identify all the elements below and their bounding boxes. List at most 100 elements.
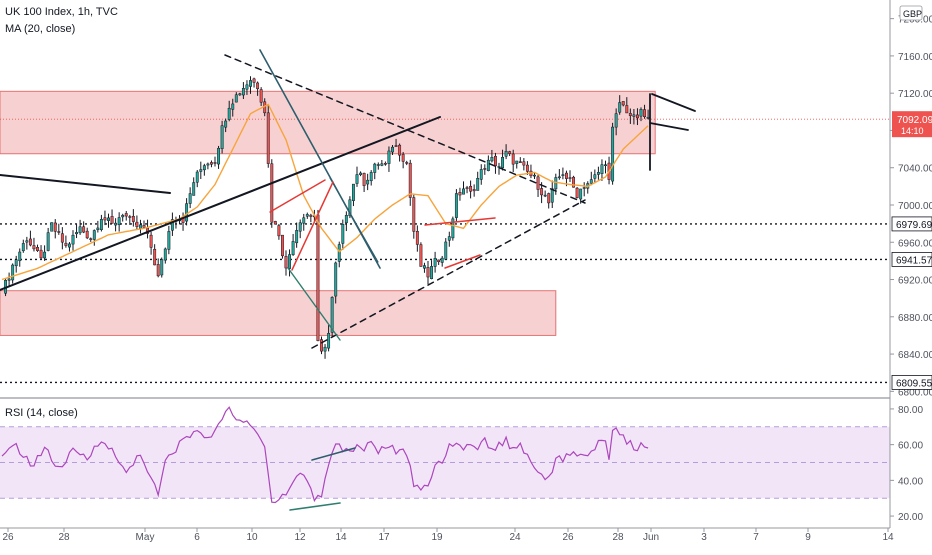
candle[interactable] [142, 220, 146, 229]
candle[interactable] [149, 231, 153, 255]
candle[interactable] [128, 214, 132, 225]
trend-line-long-black[interactable] [0, 174, 171, 194]
candle[interactable] [170, 212, 174, 236]
candle[interactable] [465, 185, 469, 194]
candle[interactable] [596, 166, 600, 180]
candle[interactable] [117, 212, 121, 232]
red-line-mid[interactable] [424, 217, 496, 226]
candle[interactable] [451, 216, 455, 241]
candle[interactable] [369, 170, 373, 186]
candle[interactable] [213, 156, 217, 167]
candle[interactable] [259, 87, 263, 106]
candle[interactable] [575, 186, 579, 199]
candle[interactable] [75, 224, 78, 239]
candle[interactable] [618, 95, 622, 115]
candle[interactable] [131, 209, 135, 227]
candle[interactable] [295, 222, 299, 248]
candle[interactable] [483, 164, 487, 175]
candle[interactable] [568, 170, 572, 182]
candle[interactable] [419, 242, 423, 267]
candle[interactable] [486, 155, 490, 172]
candle[interactable] [426, 261, 430, 285]
candle[interactable] [305, 212, 309, 219]
candle[interactable] [557, 169, 561, 180]
candle[interactable] [316, 210, 320, 342]
candle[interactable] [227, 100, 231, 122]
candle[interactable] [341, 219, 345, 250]
candle[interactable] [121, 213, 125, 222]
candle[interactable] [298, 219, 302, 239]
candle[interactable] [518, 157, 522, 163]
candle[interactable] [373, 162, 377, 180]
red-line-low[interactable] [444, 254, 481, 269]
candle[interactable] [195, 169, 199, 188]
dashed-line-top[interactable] [224, 54, 586, 204]
candle[interactable] [614, 108, 618, 136]
candle[interactable] [504, 144, 508, 160]
candle[interactable] [412, 194, 416, 239]
candle[interactable] [110, 209, 114, 224]
candle[interactable] [327, 324, 331, 352]
currency-badge[interactable]: GBP [899, 5, 923, 21]
candle[interactable] [621, 101, 625, 107]
candle[interactable] [490, 149, 494, 163]
candle[interactable] [7, 272, 11, 286]
candle[interactable] [11, 263, 15, 284]
candle[interactable] [245, 80, 249, 95]
candle[interactable] [256, 81, 260, 96]
flag-top[interactable] [651, 93, 696, 112]
candle[interactable] [270, 159, 274, 228]
candle[interactable] [479, 164, 483, 185]
candle[interactable] [604, 160, 607, 174]
candle[interactable] [362, 172, 366, 192]
candle[interactable] [458, 187, 462, 201]
candle[interactable] [462, 181, 465, 195]
candle[interactable] [206, 162, 210, 170]
candle[interactable] [284, 250, 288, 276]
symbol-title[interactable]: UK 100 Index, 1h, TVC [5, 6, 118, 18]
candle[interactable] [643, 104, 646, 119]
dashed-line-bottom[interactable] [311, 199, 586, 349]
candle[interactable] [472, 184, 476, 197]
candle[interactable] [355, 166, 359, 187]
candle[interactable] [192, 177, 196, 196]
candle[interactable] [501, 149, 505, 171]
candle[interactable] [415, 225, 419, 252]
candle[interactable] [89, 237, 93, 242]
candle[interactable] [202, 163, 206, 176]
candle[interactable] [135, 215, 139, 230]
candle[interactable] [96, 220, 100, 233]
candle[interactable] [423, 262, 426, 273]
level-price-label[interactable]: 6809.55 [891, 375, 932, 390]
candle[interactable] [302, 213, 306, 231]
candle[interactable] [547, 192, 551, 209]
candle[interactable] [82, 221, 86, 234]
candle[interactable] [589, 171, 593, 186]
candle[interactable] [281, 234, 284, 259]
candle[interactable] [231, 98, 235, 117]
candle[interactable] [405, 160, 409, 166]
candle[interactable] [46, 227, 50, 252]
candle[interactable] [39, 245, 43, 260]
candle[interactable] [124, 211, 128, 221]
candle[interactable] [71, 230, 75, 251]
candle[interactable] [53, 219, 57, 239]
ma-legend[interactable]: MA (20, close) [5, 23, 76, 35]
candle[interactable] [497, 162, 501, 175]
candle[interactable] [217, 145, 221, 169]
candle[interactable] [522, 158, 526, 171]
candle[interactable] [234, 92, 238, 103]
candle[interactable] [625, 97, 629, 114]
candle[interactable] [572, 175, 575, 188]
candle[interactable] [582, 182, 586, 197]
candle[interactable] [266, 104, 270, 168]
candle[interactable] [632, 108, 636, 125]
candle[interactable] [25, 236, 29, 250]
candle[interactable] [153, 244, 157, 266]
rsi-legend[interactable]: RSI (14, close) [5, 407, 78, 419]
candle[interactable] [636, 108, 639, 126]
candle[interactable] [387, 146, 391, 172]
candle[interactable] [508, 150, 512, 157]
candle[interactable] [210, 160, 213, 168]
